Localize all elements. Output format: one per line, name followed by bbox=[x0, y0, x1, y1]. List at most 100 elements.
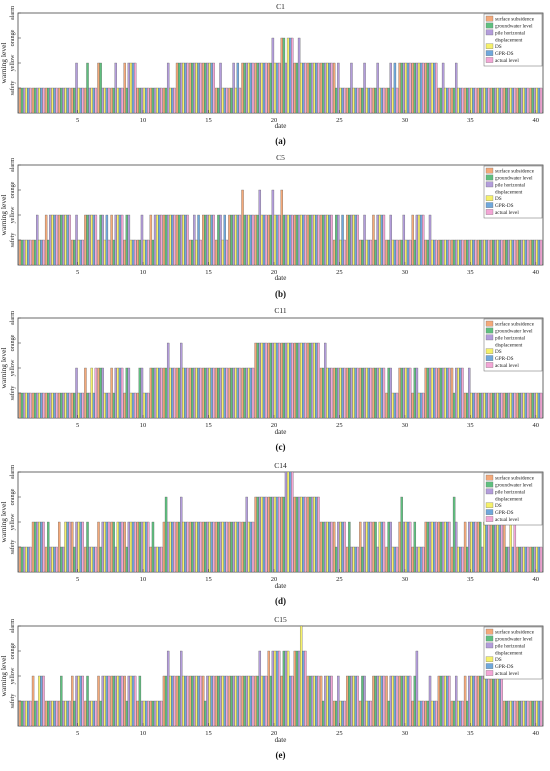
bar-6-34 bbox=[461, 87, 464, 114]
bar-3-14 bbox=[193, 675, 196, 727]
bar-3-9 bbox=[127, 214, 131, 266]
bar-2-38 bbox=[505, 546, 508, 573]
bar-2-11 bbox=[151, 239, 155, 266]
bar-5-6 bbox=[92, 214, 96, 266]
bar-5-28 bbox=[380, 214, 384, 266]
bar-3-21 bbox=[284, 342, 288, 419]
bar-1-20 bbox=[267, 214, 270, 266]
bar-6-38 bbox=[513, 521, 517, 573]
legend-entry: DS bbox=[495, 503, 502, 509]
bar-4-14 bbox=[195, 675, 198, 727]
y-axis-label: warning level bbox=[0, 501, 8, 542]
bar-4-27 bbox=[365, 87, 368, 114]
bar-2-15 bbox=[204, 521, 207, 573]
bar-2-6 bbox=[86, 62, 89, 114]
bar-4-9 bbox=[129, 62, 133, 114]
bar-4-31 bbox=[417, 214, 421, 266]
bar-2-7 bbox=[99, 62, 102, 114]
bar-5-13 bbox=[184, 675, 187, 727]
bar-2-5 bbox=[73, 546, 76, 573]
x-tick-label: 35 bbox=[467, 422, 474, 429]
bar-1-9 bbox=[123, 62, 126, 114]
bar-6-27 bbox=[369, 521, 373, 573]
bar-4-23 bbox=[313, 342, 316, 419]
bar-3-39 bbox=[520, 392, 523, 419]
bar-1-16 bbox=[215, 239, 218, 266]
bar-5-33 bbox=[446, 367, 449, 419]
bar-6-9 bbox=[133, 62, 137, 114]
bar-2-11 bbox=[151, 367, 155, 419]
bar-1-2 bbox=[31, 87, 35, 114]
bar-5-18 bbox=[249, 62, 253, 114]
chart-panel-C11: safety yellow orange alarm 5 10 15 20 25 30 35 40 wa… bbox=[0, 306, 544, 452]
legend-entry: pile horizontal bbox=[495, 335, 526, 341]
bar-6-12 bbox=[173, 87, 176, 114]
bar-3-25 bbox=[337, 521, 340, 573]
bar-3-21 bbox=[284, 62, 288, 114]
bar-2-32 bbox=[426, 239, 430, 266]
bar-1-30 bbox=[398, 239, 401, 266]
bar-6-17 bbox=[238, 675, 242, 727]
bar-5-4 bbox=[66, 392, 69, 419]
x-tick-label: 5 bbox=[76, 422, 79, 429]
bar-5-32 bbox=[433, 62, 436, 114]
bar-5-23 bbox=[315, 214, 318, 266]
bar-6-25 bbox=[343, 521, 346, 573]
bar-3-8 bbox=[114, 546, 117, 573]
bar-1-17 bbox=[228, 521, 231, 573]
bar-3-21 bbox=[284, 650, 288, 727]
bar-5-24 bbox=[328, 521, 331, 573]
y-axis-label: warning level bbox=[0, 194, 8, 235]
bar-2-6 bbox=[86, 521, 89, 573]
bar-4-11 bbox=[155, 700, 159, 727]
bar-3-2 bbox=[36, 521, 39, 573]
bar-2-22 bbox=[295, 496, 299, 573]
bar-2-23 bbox=[308, 675, 312, 727]
chart-panel-C1: safety yellow orange alarm 5 10 15 20 25 30 35 40 wa… bbox=[0, 2, 544, 146]
bar-6-20 bbox=[277, 62, 281, 114]
legend-box bbox=[483, 13, 543, 67]
bar-1-7 bbox=[97, 675, 100, 727]
legend-swatch bbox=[485, 642, 494, 649]
bar-2-9 bbox=[125, 214, 128, 266]
bar-6-6 bbox=[94, 214, 98, 266]
bar-3-33 bbox=[441, 521, 445, 573]
legend-swatch bbox=[485, 355, 494, 361]
bar-5-27 bbox=[367, 367, 370, 419]
bar-2-37 bbox=[492, 521, 495, 573]
bar-2-20 bbox=[269, 675, 273, 727]
bar-2-9 bbox=[125, 87, 128, 114]
legend-swatch bbox=[485, 488, 494, 495]
bar-5-15 bbox=[210, 214, 213, 266]
bar-5-20 bbox=[275, 496, 279, 573]
bar-2-31 bbox=[413, 675, 417, 727]
legend-box bbox=[483, 318, 543, 372]
bar-2-21 bbox=[282, 214, 286, 266]
bar-1-33 bbox=[437, 675, 441, 727]
bar-3-32 bbox=[428, 62, 432, 114]
bar-4-10 bbox=[142, 87, 146, 114]
bar-1-38 bbox=[503, 239, 506, 266]
bar-5-29 bbox=[393, 62, 397, 114]
bar-3-39 bbox=[520, 239, 523, 266]
bar-1-7 bbox=[97, 521, 100, 573]
bar-6-31 bbox=[422, 62, 425, 114]
bar-3-34 bbox=[454, 62, 458, 114]
bar-6-32 bbox=[435, 700, 438, 727]
bar-6-5 bbox=[81, 87, 85, 114]
bar-5-3 bbox=[53, 546, 56, 573]
bar-1-5 bbox=[71, 675, 74, 727]
bar-4-31 bbox=[417, 700, 421, 727]
bar-4-10 bbox=[142, 700, 146, 727]
bar-5-5 bbox=[79, 392, 82, 419]
legend-entry: surface subsidence bbox=[495, 321, 535, 328]
bar-4-19 bbox=[260, 675, 264, 727]
bar-3-11 bbox=[153, 700, 157, 727]
bar-1-27 bbox=[359, 521, 362, 573]
bar-6-11 bbox=[160, 214, 163, 266]
bar-6-26 bbox=[356, 214, 359, 266]
bar-5-11 bbox=[158, 214, 161, 266]
bar-6-35 bbox=[474, 675, 477, 727]
bar-5-36 bbox=[485, 392, 488, 419]
bar-4-1 bbox=[25, 239, 28, 266]
